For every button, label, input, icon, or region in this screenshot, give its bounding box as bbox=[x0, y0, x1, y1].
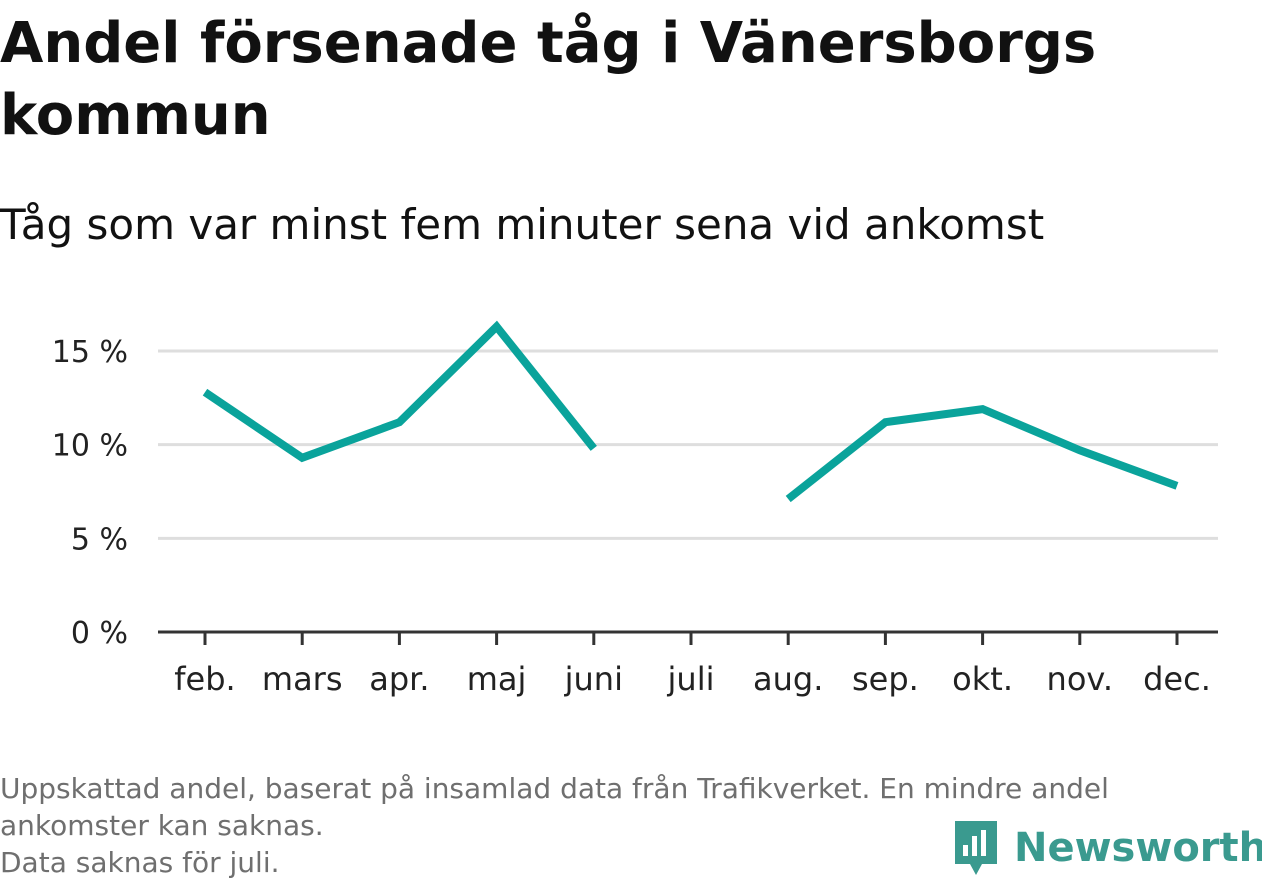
data-point bbox=[302, 457, 303, 458]
brand: Newsworthy bbox=[952, 818, 1262, 878]
x-tick-label: juli bbox=[667, 660, 715, 698]
data-point bbox=[593, 448, 594, 449]
x-tick-label: apr. bbox=[369, 660, 429, 698]
y-axis-tick-labels: 0 % 5 % 10 % 15 % bbox=[52, 335, 128, 651]
brand-name: Newsworthy bbox=[1014, 825, 1262, 871]
series-lines bbox=[202, 320, 1179, 503]
data-point bbox=[1079, 450, 1080, 451]
x-tick-label: okt. bbox=[952, 660, 1013, 698]
footnote-line-3: Data saknas för juli. bbox=[0, 846, 280, 879]
x-tick-label: maj bbox=[467, 660, 527, 698]
x-tick-label: juni bbox=[564, 660, 623, 698]
x-tick-label: mars bbox=[262, 660, 343, 698]
series-line bbox=[785, 404, 1179, 503]
chart-title: Andel försenade tåg i Vänersborgs kommun bbox=[0, 11, 1097, 148]
x-tick-label: aug. bbox=[753, 660, 823, 698]
data-point bbox=[496, 326, 497, 327]
y-tick-label: 5 % bbox=[71, 522, 128, 557]
x-tick-label: nov. bbox=[1047, 660, 1113, 698]
y-tick-label: 15 % bbox=[52, 335, 128, 370]
footnote: Uppskattad andel, baserat på insamlad da… bbox=[0, 770, 1250, 881]
x-axis-tick-labels: feb. mars apr. maj juni juli aug. sep. okt. nov. d… bbox=[174, 660, 1211, 698]
x-tick-label: dec. bbox=[1143, 660, 1211, 698]
data-point bbox=[399, 422, 400, 423]
x-axis bbox=[158, 630, 1218, 645]
newsworthy-logo-icon bbox=[955, 821, 997, 875]
x-tick-label: sep. bbox=[852, 660, 919, 698]
y-tick-label: 10 % bbox=[52, 429, 128, 464]
data-point bbox=[788, 498, 789, 499]
footnote-line-1: Uppskattad andel, baserat på insamlad da… bbox=[0, 772, 1109, 805]
line-chart: 0 % 5 % 10 % 15 % feb. mars apr. maj juni juli au… bbox=[52, 320, 1218, 698]
data-point bbox=[205, 392, 206, 393]
x-tick-label: feb. bbox=[174, 660, 235, 698]
data-point bbox=[1177, 485, 1178, 486]
chart-subtitle: Tåg som var minst fem minuter sena vid a… bbox=[0, 200, 1045, 249]
series-line bbox=[202, 320, 597, 463]
y-tick-label: 0 % bbox=[71, 616, 128, 651]
data-point bbox=[982, 409, 983, 410]
footnote-line-2: ankomster kan saknas. bbox=[0, 809, 324, 842]
data-point bbox=[885, 422, 886, 423]
